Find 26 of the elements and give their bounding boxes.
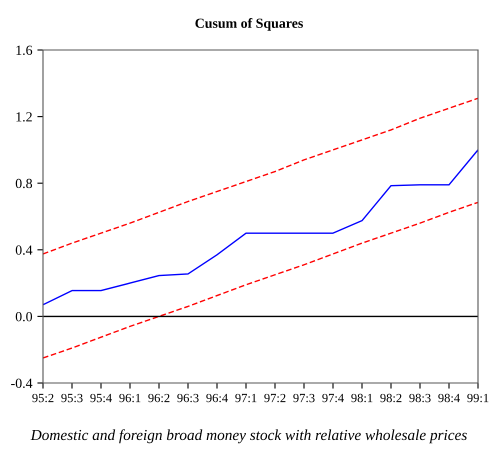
y-tick-label: 1.2: [16, 112, 32, 122]
y-tick-label: -0.4: [11, 378, 32, 388]
line-series: [43, 149, 478, 306]
x-tick-label: 97:1: [235, 394, 256, 402]
x-tick-label: 98:2: [380, 394, 402, 402]
x-tick-label: 95:3: [61, 394, 83, 402]
x-tick-label: 96:4: [206, 394, 228, 402]
x-tick-label: 98:3: [409, 394, 431, 402]
y-tick-label: 0.0: [16, 312, 32, 322]
x-tick-label: 95:2: [32, 394, 54, 402]
text: Domestic and foreign broad money stock with relative wholesale prices: [30, 429, 467, 444]
x-tick-label: 96:2: [148, 394, 170, 402]
line-series: [43, 98, 478, 255]
x-tick-label: 95:4: [90, 394, 112, 402]
x-tick-label: 97:2: [264, 394, 286, 402]
x-tick-label: 98:4: [438, 394, 460, 402]
y-tick-label: 0.4: [16, 245, 32, 255]
x-tick-label: 97:4: [322, 394, 344, 402]
x-tick-label: 96:3: [177, 394, 199, 402]
x-tick-label: 98:1: [351, 394, 372, 402]
y-tick-label: 0.8: [16, 178, 32, 188]
x-tick-label: 96:1: [119, 394, 140, 402]
chart-title: Cusum of Squares: [195, 18, 303, 31]
x-tick-label: 99:1: [467, 394, 488, 402]
y-tick-label: 1.6: [16, 46, 32, 56]
x-tick-label: 97:3: [293, 394, 315, 402]
